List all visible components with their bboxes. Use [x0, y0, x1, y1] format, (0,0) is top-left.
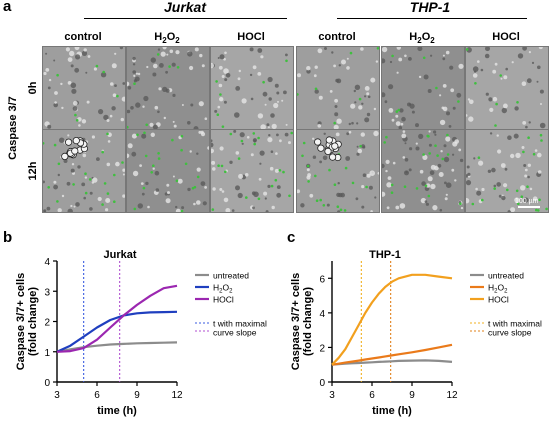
- chart-c-title: THP-1: [369, 249, 401, 261]
- group-title-thp1: THP-1: [409, 0, 451, 15]
- x-tick-label: 9: [409, 390, 415, 401]
- y-tick-label: 2: [44, 318, 50, 329]
- series-line-2: [56, 284, 178, 353]
- micrograph-0h-2: [210, 46, 294, 130]
- legend-vline-label: t with maximal: [213, 319, 267, 329]
- legend-vline-label: curve slope: [488, 328, 532, 338]
- x-axis-label: time (h): [372, 405, 412, 417]
- cond-jurkat-hocl: HOCl: [237, 31, 265, 43]
- y-axis-label: Caspase 3/7+ cells(fold change): [290, 273, 314, 371]
- legend-vline-label: curve slope: [213, 328, 257, 338]
- chart-c: 0 2 4 6 3 6 9 12 time (h) Caspase 3/7+ cells(fold…: [290, 261, 542, 417]
- legend-label: H2O2: [213, 283, 233, 295]
- row-axis-label: Caspase 3/7: [7, 96, 19, 160]
- scalebar: [518, 206, 540, 208]
- y-tick-label: 4: [44, 257, 50, 268]
- cond-thp1-hocl: HOCl: [492, 31, 520, 43]
- y-tick-label: 3: [44, 287, 50, 298]
- micrograph-12h-0: [42, 129, 126, 213]
- group-line-jurkat: [84, 18, 287, 19]
- y-tick-label: 4: [319, 309, 325, 320]
- cond-thp1-control: control: [318, 31, 356, 43]
- series-line-1: [331, 343, 453, 366]
- y-tick-label: 2: [319, 343, 325, 354]
- panel-b-letter: b: [3, 229, 13, 246]
- micrograph-12h-3: [296, 129, 380, 213]
- micrograph-0h-1: [126, 46, 210, 130]
- micrograph-12h-4: [381, 129, 465, 213]
- series-line-0: [56, 341, 178, 353]
- series-line-0: [331, 359, 453, 366]
- x-tick-label: 12: [171, 390, 183, 401]
- y-tick-label: 0: [319, 378, 325, 389]
- row-label-0h: 0h: [27, 81, 39, 95]
- x-tick-label: 12: [446, 390, 458, 401]
- x-tick-label: 3: [54, 390, 60, 401]
- legend-label: untreated: [488, 271, 524, 281]
- micrograph-0h-5: [465, 46, 549, 130]
- chart-b-title: Jurkat: [103, 249, 137, 261]
- x-axis-label: time (h): [97, 405, 137, 417]
- y-tick-label: 6: [319, 274, 325, 285]
- x-tick-label: 3: [329, 390, 335, 401]
- micrograph-0h-4: [381, 46, 465, 130]
- y-tick-label: 0: [44, 378, 50, 389]
- series-line-2: [331, 273, 453, 366]
- micrograph-12h-5: [465, 129, 549, 213]
- group-line-thp1: [337, 18, 527, 19]
- group-title-jurkat: Jurkat: [163, 0, 207, 15]
- panel-a-letter: a: [3, 0, 12, 15]
- series-line-1: [56, 310, 178, 353]
- panel-c-letter: c: [287, 229, 296, 246]
- x-tick-label: 6: [369, 390, 375, 401]
- scalebar-label: 100 µm: [515, 198, 539, 205]
- y-axis-label: Caspase 3/7+ cells(fold change): [15, 273, 39, 371]
- micrograph-12h-1: [126, 129, 210, 213]
- legend-label: untreated: [213, 271, 249, 281]
- cond-jurkat-h2o2: H2O2: [154, 31, 180, 46]
- legend-label: HOCl: [488, 295, 509, 305]
- legend-label: H2O2: [488, 283, 508, 295]
- legend-label: HOCl: [213, 295, 234, 305]
- row-label-12h: 12h: [27, 161, 39, 181]
- cond-jurkat-control: control: [64, 31, 102, 43]
- cond-thp1-h2o2: H2O2: [409, 31, 435, 46]
- x-tick-label: 9: [134, 390, 140, 401]
- y-tick-label: 1: [44, 348, 50, 359]
- legend-vline-label: t with maximal: [488, 319, 542, 329]
- micrograph-0h-0: [42, 46, 126, 130]
- micrograph-12h-2: [210, 129, 294, 213]
- x-tick-label: 6: [94, 390, 100, 401]
- micrograph-0h-3: [296, 46, 380, 130]
